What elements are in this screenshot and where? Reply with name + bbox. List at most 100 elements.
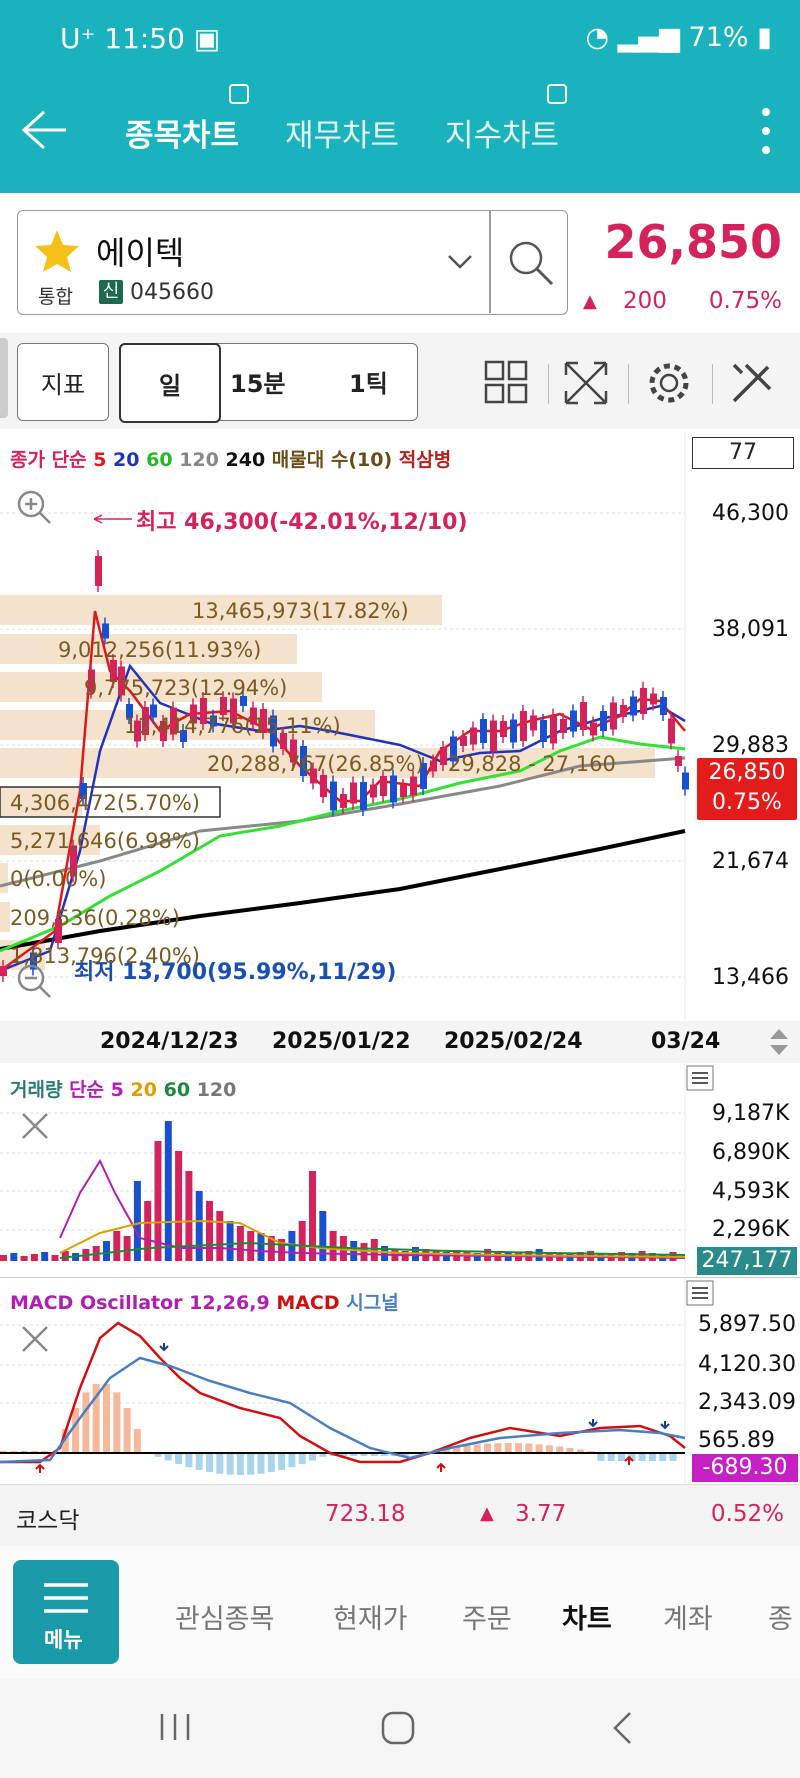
credit-badge: 신 <box>99 280 123 304</box>
divider <box>628 364 629 404</box>
tab-stock-chart[interactable]: 종목차트 <box>125 118 240 154</box>
vp-label: 9,012,256(11.93%) <box>58 638 262 662</box>
vp-label: 4,306,472(5.70%) <box>10 791 200 815</box>
hamburger-icon <box>44 1583 88 1613</box>
vp-label: 209,536(0.28%) <box>10 906 180 930</box>
price-change: 200 <box>623 288 667 314</box>
chevron-down-icon[interactable] <box>446 252 474 272</box>
vp-label: 9,775,723(12.94%) <box>84 676 288 700</box>
x-tick: 2025/01/22 <box>272 1029 411 1054</box>
menu-label: 메뉴 <box>44 1628 83 1652</box>
divider <box>548 364 549 404</box>
y-tick: 38,091 <box>712 617 789 642</box>
volume-chart[interactable]: 거래량 단순 5 20 60 120 9,187K 6,890K 4,593K … <box>0 1063 800 1275</box>
tools-icon[interactable] <box>728 359 776 407</box>
legend-macd-oscillator: MACD Oscillator 12,26,9 <box>10 1292 270 1314</box>
vp-label: 20,288,767(26.85%) <box>207 752 424 776</box>
nav-quote[interactable]: 현재가 <box>333 1604 408 1635</box>
vp-label: 0(0.00%) <box>10 867 107 891</box>
app-header: U⁺ 11:50 ▣ ◔ ▂▄▆ 71% ▮ 종목차트 재무차트 지수차트 <box>0 0 800 193</box>
bottom-nav <box>0 1546 800 1678</box>
price-chart[interactable]: 종가 단순 5 20 60 120 240 매물대 수(10) 적삼병 77 최… <box>0 431 800 1021</box>
more-vert-icon[interactable] <box>756 106 776 156</box>
battery-level: 71% <box>688 22 749 53</box>
nav-chart[interactable]: 차트 <box>562 1604 612 1635</box>
x-tick: 2025/02/24 <box>444 1029 583 1054</box>
close-icon[interactable] <box>20 1324 50 1354</box>
legend-simple: 단순 <box>51 449 87 471</box>
fullscreen-icon[interactable] <box>563 360 609 406</box>
zoom-in-icon[interactable] <box>14 487 54 527</box>
indicator-button[interactable]: 지표 <box>17 343 109 421</box>
side-drawer-handle[interactable] <box>0 338 8 418</box>
volume-chart-canvas[interactable] <box>0 1063 800 1275</box>
legend-ma120: 120 <box>196 1079 237 1101</box>
vp-label: 5,271,646(6.98%) <box>10 829 200 853</box>
search-icon[interactable] <box>506 238 556 288</box>
macd-chart[interactable]: MACD Oscillator 12,26,9 MACD 시그널 5,897.5… <box>0 1277 800 1484</box>
divider <box>489 211 491 313</box>
status-icons: ◔ ▂▄▆ 71% ▮ <box>585 22 772 53</box>
price-chart-canvas[interactable] <box>0 431 800 1021</box>
period-tick-button[interactable]: 1틱 <box>349 370 388 398</box>
legend-ma120: 120 <box>179 449 219 471</box>
battery-icon: ▮ <box>748 22 772 53</box>
gallery-icon: ▣ <box>193 22 221 55</box>
y-tick: 29,883 <box>712 733 789 758</box>
period-15min-button[interactable]: 15분 <box>230 370 286 398</box>
macd-chart-canvas[interactable] <box>0 1278 800 1484</box>
scroll-updown-icon[interactable] <box>766 1025 792 1059</box>
index-ticker[interactable]: 코스닥 723.18 ▲ 3.77 0.52% <box>0 1484 800 1547</box>
stock-name: 에이텍 <box>96 234 185 272</box>
back-arrow-icon[interactable] <box>20 108 70 152</box>
panel-menu-icon[interactable] <box>686 1280 714 1306</box>
index-change: 3.77 <box>515 1501 567 1527</box>
legend-ma20: 20 <box>113 449 140 471</box>
home-icon[interactable] <box>380 1710 416 1746</box>
x-tick: 03/24 <box>651 1029 721 1054</box>
zoom-out-icon[interactable] <box>14 961 54 1001</box>
legend-ma5: 5 <box>110 1079 124 1101</box>
status-bar: U⁺ 11:50 ▣ ◔ ▂▄▆ 71% ▮ <box>0 0 800 84</box>
star-icon[interactable] <box>33 228 81 274</box>
gear-icon[interactable] <box>645 359 693 407</box>
status-time: U⁺ 11:50 ▣ <box>60 22 220 55</box>
legend-close: 종가 <box>10 449 45 471</box>
legend-ma20: 20 <box>130 1079 157 1101</box>
wifi-icon: ◔ <box>585 22 610 53</box>
nav-more[interactable]: 종 <box>768 1604 793 1635</box>
price-legend: 종가 단순 5 20 60 120 240 매물대 수(10) 적삼병 <box>10 445 451 472</box>
grid-layout-icon[interactable] <box>484 360 528 404</box>
back-icon[interactable] <box>610 1710 636 1746</box>
candle-count-box[interactable]: 77 <box>692 437 794 469</box>
tab-financial-chart[interactable]: 재무차트 <box>285 118 400 154</box>
y-tick: 13,466 <box>712 965 789 990</box>
system-nav-bar <box>0 1678 800 1778</box>
x-axis: 2024/12/23 2025/01/22 2025/02/24 03/24 <box>0 1021 800 1063</box>
legend-ma60: 60 <box>146 449 173 471</box>
tab-index-chart[interactable]: 지수차트 <box>445 118 560 154</box>
period-day-button[interactable]: 일 <box>119 343 221 423</box>
close-icon[interactable] <box>20 1111 50 1141</box>
legend-volume-profile: 매물대 수(10) <box>271 449 393 471</box>
clock: 11:50 <box>104 22 185 55</box>
recent-apps-icon[interactable] <box>158 1710 192 1744</box>
current-price-tag-value: 26,850 <box>708 760 786 785</box>
carrier-label: U⁺ <box>60 22 96 55</box>
nav-order[interactable]: 주문 <box>462 1604 512 1635</box>
nav-watchlist[interactable]: 관심종목 <box>175 1604 275 1635</box>
panel-menu-icon[interactable] <box>686 1065 714 1091</box>
vp-label: 1,813,796(2.40%) <box>10 944 200 968</box>
current-macd-tag: -689.30 <box>692 1454 798 1482</box>
current-volume-tag: 247,177 <box>697 1247 797 1275</box>
index-change-pct: 0.52% <box>710 1501 784 1527</box>
legend-volume: 거래량 <box>10 1079 63 1101</box>
nav-account[interactable]: 계좌 <box>663 1604 713 1635</box>
signal-icon: ▂▄▆ <box>617 22 680 53</box>
index-name: 코스닥 <box>16 1508 80 1534</box>
stock-code: 045660 <box>130 280 214 305</box>
current-price-tag-pct: 0.75% <box>712 790 782 815</box>
copy-icon <box>547 84 567 104</box>
menu-button[interactable]: 메뉴 <box>13 1560 119 1664</box>
y-tick: 4,120.30 <box>698 1352 796 1377</box>
